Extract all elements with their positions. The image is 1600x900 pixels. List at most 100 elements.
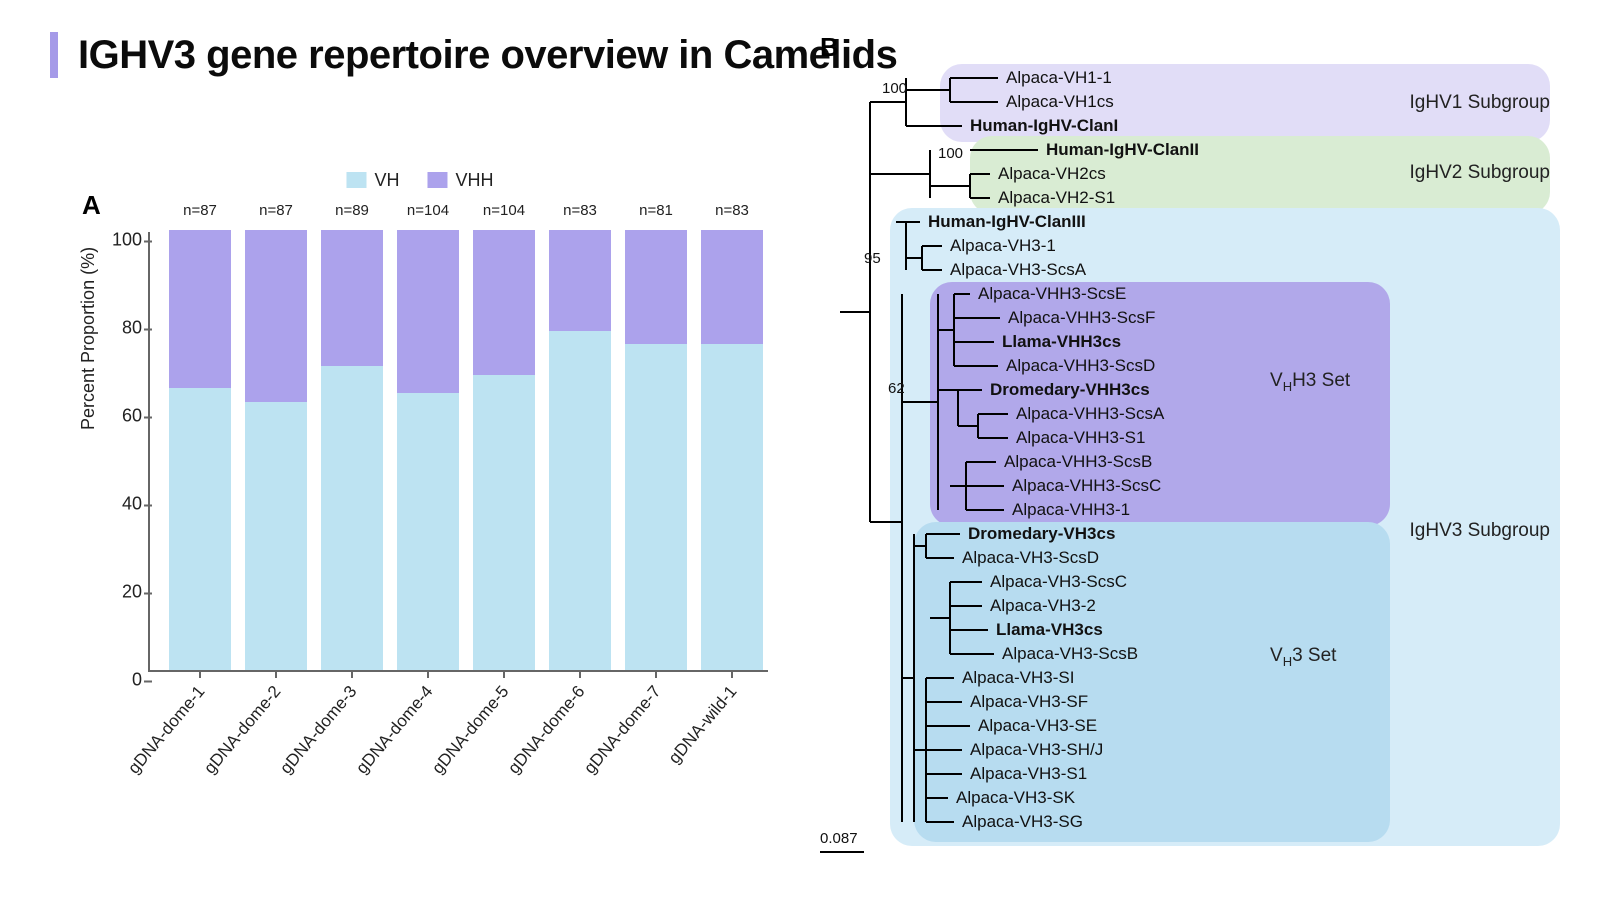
page-title: IGHV3 gene repertoire overview in Cameli…	[78, 32, 897, 78]
taxon-label: Human-IgHV-ClanII	[1046, 140, 1199, 160]
bar-segment-vh	[701, 344, 763, 670]
taxon-label: Alpaca-VH3-SE	[978, 716, 1097, 736]
bar-segment-vh	[473, 375, 535, 670]
legend-swatch-vh	[346, 172, 366, 188]
xtick	[579, 670, 581, 678]
bar-n-label: n=87	[259, 202, 293, 219]
scale-bar: 0.087	[820, 830, 864, 853]
taxon-label: Alpaca-VH1cs	[1006, 92, 1114, 112]
xtick	[199, 670, 201, 678]
panel-a-ylabel: Percent Proportion (%)	[78, 247, 99, 430]
legend-item-vh: VH	[346, 170, 399, 191]
xtick	[503, 670, 505, 678]
taxon-label: Alpaca-VH3-ScsA	[950, 260, 1086, 280]
set-label-vh3: VH3 Set	[1270, 645, 1336, 669]
bar: n=104gDNA-dome-4	[397, 230, 459, 670]
taxon-label: Llama-VH3cs	[996, 620, 1103, 640]
bar-segment-vhh	[169, 230, 231, 388]
xtick	[275, 670, 277, 678]
bar-segment-vh	[321, 366, 383, 670]
xtick	[351, 670, 353, 678]
taxon-label: Alpaca-VH3-ScsB	[1002, 644, 1138, 664]
bar-n-label: n=89	[335, 202, 369, 219]
taxon-label: Alpaca-VH2cs	[998, 164, 1106, 184]
taxon-label: Alpaca-VH3-SG	[962, 812, 1083, 832]
bootstrap-95: 95	[864, 250, 881, 267]
panel-a-plot-area: 020406080100n=87gDNA-dome-1n=87gDNA-dome…	[148, 232, 768, 672]
taxon-label: Alpaca-VHH3-ScsF	[1008, 308, 1155, 328]
bar: n=87gDNA-dome-2	[245, 230, 307, 670]
ytick: 40	[102, 494, 142, 515]
ytick: 60	[102, 406, 142, 427]
taxon-label: Alpaca-VH3-SF	[970, 692, 1088, 712]
taxon-label: Llama-VHH3cs	[1002, 332, 1121, 352]
taxon-label: Alpaca-VHH3-ScsB	[1004, 452, 1152, 472]
panel-b-label: B	[820, 32, 839, 63]
taxon-label: Alpaca-VH3-2	[990, 596, 1096, 616]
bar-n-label: n=83	[563, 202, 597, 219]
taxon-label: Dromedary-VH3cs	[968, 524, 1115, 544]
taxon-label: Alpaca-VH3-SI	[962, 668, 1074, 688]
ytick: 20	[102, 582, 142, 603]
taxon-label: Alpaca-VHH3-S1	[1016, 428, 1145, 448]
xtick	[427, 670, 429, 678]
bar-segment-vhh	[473, 230, 535, 375]
set-label-vhh3: VHH3 Set	[1270, 370, 1350, 394]
scale-bar-value: 0.087	[820, 830, 858, 847]
bar: n=87gDNA-dome-1	[169, 230, 231, 670]
taxon-label: Dromedary-VHH3cs	[990, 380, 1150, 400]
taxon-label: Alpaca-VHH3-ScsD	[1006, 356, 1155, 376]
bar-segment-vhh	[549, 230, 611, 331]
bar-segment-vhh	[321, 230, 383, 366]
taxon-label: Alpaca-VH3-S1	[970, 764, 1087, 784]
xtick	[731, 670, 733, 678]
taxon-label: Alpaca-VH3-SH/J	[970, 740, 1103, 760]
bar-segment-vh	[625, 344, 687, 670]
taxon-label: Alpaca-VH1-1	[1006, 68, 1112, 88]
taxon-label: Alpaca-VHH3-ScsC	[1012, 476, 1161, 496]
bar-segment-vhh	[625, 230, 687, 344]
bar: n=83gDNA-dome-6	[549, 230, 611, 670]
taxon-label: Alpaca-VHH3-ScsA	[1016, 404, 1164, 424]
bar-n-label: n=104	[407, 202, 449, 219]
taxon-label: Alpaca-VH3-ScsC	[990, 572, 1127, 592]
bar-segment-vh	[397, 393, 459, 670]
xtick	[655, 670, 657, 678]
bar: n=81gDNA-dome-7	[625, 230, 687, 670]
taxon-label: Alpaca-VHH3-1	[1012, 500, 1130, 520]
taxon-label: Human-IgHV-ClanIII	[928, 212, 1086, 232]
legend-label-vhh: VHH	[456, 170, 494, 190]
bootstrap-100b: 100	[938, 145, 963, 162]
ytick: 80	[102, 318, 142, 339]
taxon-label: Human-IgHV-ClanI	[970, 116, 1118, 136]
bar-segment-vhh	[701, 230, 763, 344]
scale-bar-line	[820, 851, 864, 853]
bar-segment-vh	[245, 402, 307, 670]
bar-segment-vhh	[245, 230, 307, 402]
ytick: 100	[102, 230, 142, 251]
bar-n-label: n=87	[183, 202, 217, 219]
group-label-ighv1: IgHV1 Subgroup	[1410, 92, 1551, 114]
group-label-ighv3: IgHV3 Subgroup	[1410, 520, 1551, 542]
page-title-block: IGHV3 gene repertoire overview in Cameli…	[50, 32, 897, 78]
taxon-label: Alpaca-VH3-1	[950, 236, 1056, 256]
bootstrap-62: 62	[888, 380, 905, 397]
legend-item-vhh: VHH	[428, 170, 494, 191]
legend-label-vh: VH	[374, 170, 399, 190]
bar-n-label: n=83	[715, 202, 749, 219]
taxon-label: Alpaca-VH2-S1	[998, 188, 1115, 208]
taxon-label: Alpaca-VH3-SK	[956, 788, 1075, 808]
group-label-ighv2: IgHV2 Subgroup	[1410, 162, 1551, 184]
panel-b-tree: IgHV1 Subgroup IgHV2 Subgroup IgHV3 Subg…	[810, 60, 1580, 880]
ytick: 0	[102, 670, 142, 691]
bar: n=89gDNA-dome-3	[321, 230, 383, 670]
bar-segment-vh	[549, 331, 611, 670]
taxon-label: Alpaca-VHH3-ScsE	[978, 284, 1126, 304]
panel-a-chart: VH VHH Percent Proportion (%) 0204060801…	[60, 170, 780, 810]
panel-a-legend: VH VHH	[346, 170, 493, 191]
bar-n-label: n=81	[639, 202, 673, 219]
bar-segment-vh	[169, 388, 231, 670]
bar-segment-vhh	[397, 230, 459, 393]
bar: n=104gDNA-dome-5	[473, 230, 535, 670]
bar: n=83gDNA-wild-1	[701, 230, 763, 670]
